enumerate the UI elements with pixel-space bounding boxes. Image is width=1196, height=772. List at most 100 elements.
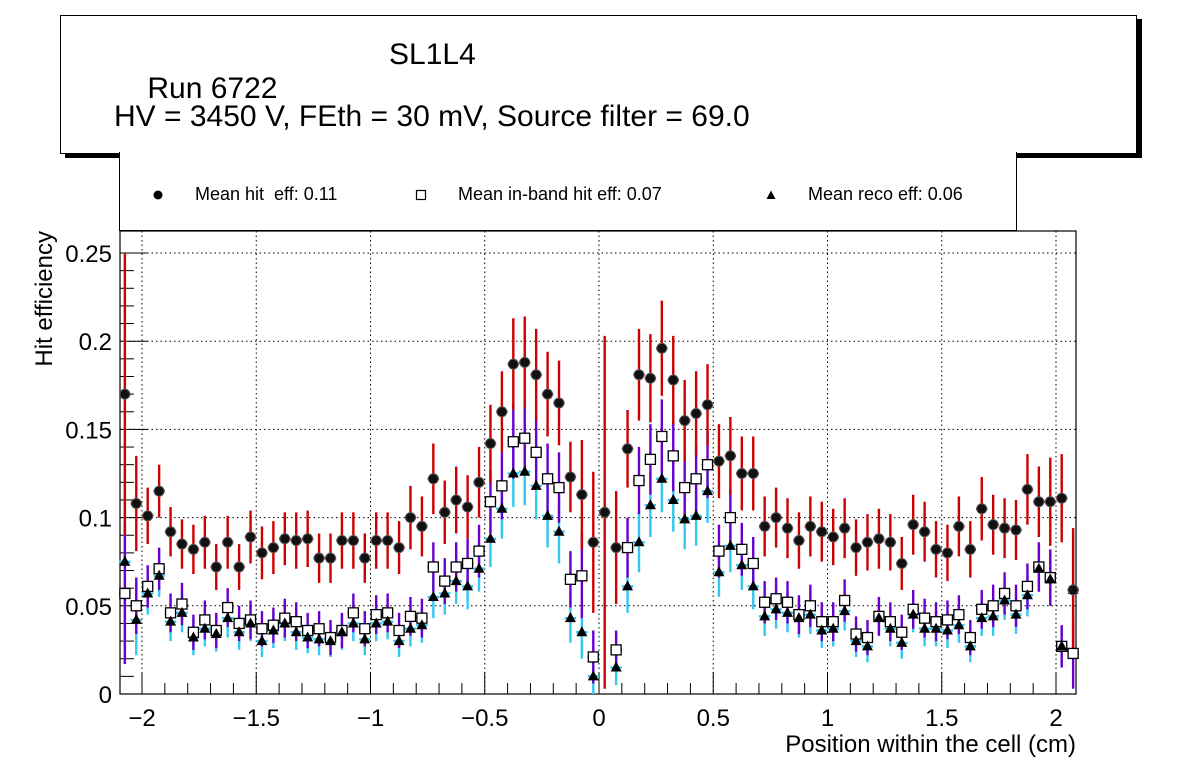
inband-square-point: [461, 557, 474, 570]
axis-ticks: [120, 252, 1057, 695]
hit-circle-point: [142, 510, 154, 522]
reco-triangle-point: [199, 622, 211, 633]
reco-triangle-point: [690, 509, 702, 520]
reco-triangle-point: [302, 631, 314, 642]
plot-frame: [119, 230, 1077, 695]
reco-triangle-point: [736, 559, 748, 570]
hit-circle-point: [976, 503, 988, 515]
hit-circle-point: [644, 372, 656, 384]
reco-triangle-point: [256, 635, 268, 646]
inband-square-point: [724, 511, 737, 524]
reco-triangle-point: [873, 612, 885, 623]
reco-triangle-point: [336, 626, 348, 637]
inband-square-point: [621, 541, 634, 554]
hit-circle-point: [759, 520, 771, 532]
reco-triangle-point: [245, 617, 257, 628]
reco-triangle-point: [165, 615, 177, 626]
reco-triangle-point: [450, 575, 462, 586]
x-axis-label: Position within the cell (cm): [785, 731, 1076, 758]
hit-circle-point: [1033, 496, 1045, 508]
y-tick-label: 0.05: [65, 594, 112, 621]
hit-circle-point: [165, 526, 177, 538]
inband-square-point: [222, 601, 234, 614]
hit-circle-point: [713, 455, 725, 467]
legend: Mean hit eff: 0.11 Mean in-band hit eff:…: [119, 152, 1017, 231]
y-axis-label: Hit efficiency: [31, 231, 58, 367]
reco-triangle-point: [850, 635, 862, 646]
reco-triangle-point: [542, 509, 554, 520]
reco-triangle-point: [907, 608, 919, 619]
inband-square-point: [290, 616, 302, 628]
hit-circle-point: [210, 561, 222, 573]
legend-triangle-icon: [766, 190, 776, 199]
reco-triangle-point: [484, 532, 496, 543]
inband-square-point: [987, 600, 999, 612]
hit-circle-point: [622, 443, 634, 455]
hit-circle-point: [496, 406, 508, 418]
hit-circle-point: [667, 374, 679, 386]
reco-triangle-point: [724, 539, 736, 550]
inband-square-point: [781, 596, 794, 608]
hit-circle-point: [222, 536, 234, 548]
x-tick-label: −1: [357, 705, 384, 732]
hit-circle-point: [599, 506, 611, 518]
y-tick-label: 0.15: [65, 417, 112, 444]
reco-triangle-point: [759, 610, 771, 621]
legend-square-icon: [415, 189, 427, 201]
reco-triangle-point: [679, 513, 691, 524]
hit-circle-point: [462, 501, 474, 513]
hit-circle-point: [564, 471, 576, 483]
inband-square-point: [473, 545, 485, 557]
inband-square-point: [759, 596, 771, 608]
hit-circle-point: [1044, 496, 1056, 508]
reco-triangle-point: [130, 613, 142, 624]
reco-triangle-point: [576, 626, 588, 637]
inband-square-point: [313, 623, 325, 635]
reco-triangle-point: [507, 467, 519, 478]
plot-border: [119, 230, 1077, 695]
hit-circle-point: [987, 519, 999, 531]
hit-circle-point: [325, 552, 337, 564]
hit-circle-point: [770, 512, 782, 524]
reco-triangle-point: [1021, 589, 1033, 600]
inband-square-point: [553, 481, 565, 494]
hit-circle-point: [576, 489, 588, 501]
hit-circle-point: [690, 408, 702, 420]
reco-triangle-point: [1033, 562, 1045, 573]
hit-circle-point: [302, 533, 314, 545]
hit-circle-point: [747, 468, 759, 479]
hit-circle-point: [1010, 524, 1022, 536]
reco-triangle-point: [941, 624, 953, 635]
y-tick-label: 0: [99, 682, 112, 709]
inband-square-point: [838, 594, 851, 607]
reco-triangle-point: [393, 635, 405, 646]
inband-square-point: [736, 543, 748, 556]
hit-circle-point: [359, 552, 371, 564]
run-label: Run 6722: [147, 72, 278, 105]
inband-square-point: [644, 453, 657, 466]
hit-circle-point: [519, 356, 531, 368]
legend-label-hit: Mean hit eff: 0.11: [195, 184, 338, 204]
x-tick-label: −1.5: [233, 705, 280, 732]
hit-circle-point: [199, 536, 211, 548]
hit-circle-point: [1021, 483, 1033, 495]
hit-circle-point: [187, 543, 199, 555]
hit-circle-point: [804, 520, 816, 532]
hit-circle-point: [793, 535, 805, 547]
hit-circle-point: [610, 542, 622, 554]
inband-square-point: [576, 570, 588, 582]
inband-square-point: [439, 575, 451, 587]
reco-triangle-point: [747, 580, 759, 591]
hit-circle-point: [382, 535, 394, 547]
reco-triangle-point: [976, 612, 988, 623]
reco-triangle-point: [462, 580, 474, 591]
inband-square-point: [427, 561, 439, 573]
hit-circle-point: [964, 543, 976, 555]
reco-triangle-point: [176, 606, 188, 617]
reco-triangle-point: [827, 622, 839, 633]
hit-circle-point: [542, 388, 554, 400]
reco-triangle-point: [290, 626, 302, 637]
hit-circle-point: [827, 531, 839, 543]
inband-square-point: [690, 473, 702, 485]
y-tick-label: 0.2: [79, 329, 112, 356]
